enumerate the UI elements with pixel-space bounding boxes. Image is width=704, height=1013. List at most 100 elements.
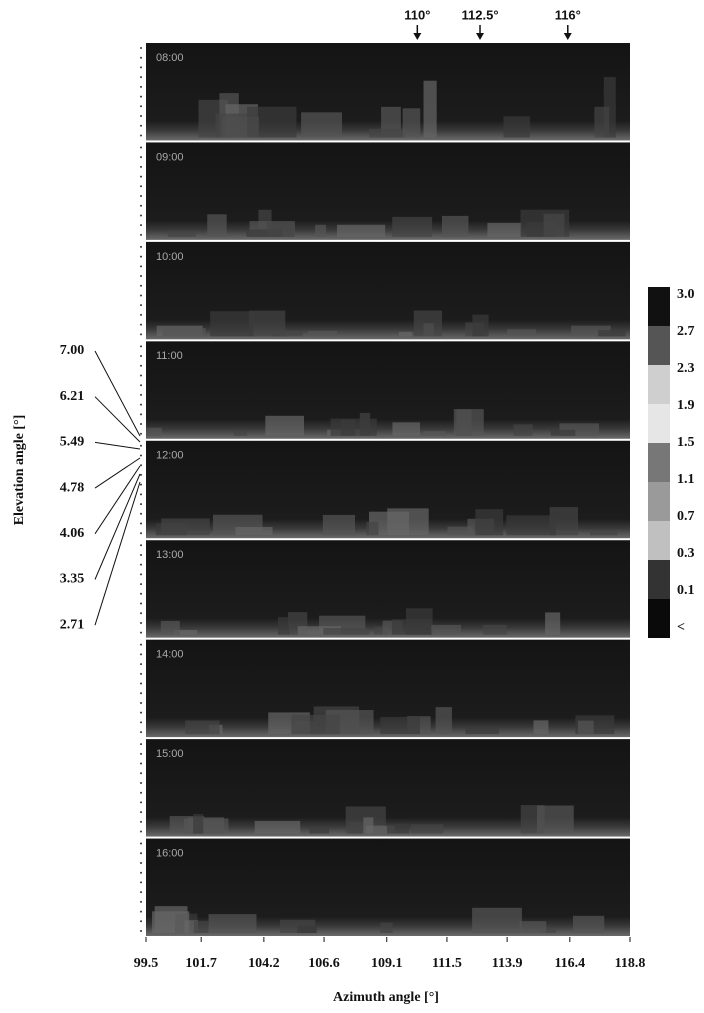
echo-patch xyxy=(453,409,484,436)
colorbar-block xyxy=(648,287,670,326)
colorbar-block xyxy=(648,560,670,599)
colorbar-label: 2.3 xyxy=(677,361,695,376)
echo-patch xyxy=(363,817,374,834)
left-tick xyxy=(140,762,142,765)
x-tick-label: 104.2 xyxy=(248,956,280,971)
echo-patch xyxy=(507,329,536,337)
left-tick xyxy=(140,602,142,605)
leader-line xyxy=(94,481,141,626)
y-axis-label: Elevation angle [°] xyxy=(12,415,27,526)
echo-patch xyxy=(435,707,452,735)
left-tick xyxy=(140,752,142,755)
echo-patch xyxy=(208,914,257,933)
marker-label: 110° xyxy=(404,7,430,22)
echo-patch xyxy=(215,113,248,138)
panel xyxy=(146,341,630,439)
left-tick xyxy=(140,861,142,864)
echo-patch xyxy=(207,214,227,237)
left-tick xyxy=(140,544,142,547)
echo-patch xyxy=(193,920,209,933)
echo-patch xyxy=(246,229,283,237)
elevation-label: 3.35 xyxy=(60,572,85,587)
echo-patch xyxy=(374,626,388,635)
echo-patch xyxy=(307,330,338,337)
echo-patch xyxy=(160,620,180,635)
echo-patch xyxy=(413,310,442,337)
panel-time: 12:00 xyxy=(156,450,184,462)
left-tick xyxy=(140,214,142,217)
left-tick xyxy=(140,743,142,746)
echo-patch xyxy=(247,106,297,138)
x-tick-label: 118.8 xyxy=(615,956,646,971)
left-tick xyxy=(140,233,142,236)
left-tick xyxy=(140,532,142,535)
echo-patch xyxy=(380,716,420,735)
left-tick xyxy=(140,313,142,316)
left-tick xyxy=(140,842,142,845)
leader-line xyxy=(94,350,141,437)
echo-patch xyxy=(366,521,379,536)
left-tick xyxy=(140,224,142,227)
left-tick xyxy=(140,393,142,396)
left-tick xyxy=(140,432,142,435)
echo-patch xyxy=(550,429,576,436)
elevation-label: 5.49 xyxy=(60,435,85,450)
left-tick xyxy=(140,444,142,447)
echo-patch xyxy=(483,624,507,635)
echo-patch xyxy=(233,430,248,436)
colorbar-block xyxy=(648,521,670,560)
left-tick xyxy=(140,881,142,884)
panel-time: 16:00 xyxy=(156,847,184,859)
colorbar-block xyxy=(648,443,670,482)
left-tick xyxy=(140,85,142,88)
marker-head xyxy=(563,33,572,40)
left-tick xyxy=(140,592,142,595)
left-tick xyxy=(140,522,142,525)
panel-time: 10:00 xyxy=(156,251,184,263)
left-tick xyxy=(140,165,142,168)
left-tick xyxy=(140,820,142,823)
colorbar-block xyxy=(648,482,670,521)
leader-line xyxy=(94,473,141,580)
echo-patch xyxy=(472,907,522,933)
left-tick xyxy=(140,185,142,188)
echo-patch xyxy=(300,925,316,933)
panel-time: 08:00 xyxy=(156,52,184,64)
left-tick xyxy=(140,134,142,137)
elevation-label: 4.78 xyxy=(60,480,85,495)
x-tick-label: 106.6 xyxy=(308,956,340,971)
colorbar-label: 1.5 xyxy=(677,435,695,450)
left-tick xyxy=(140,900,142,903)
echo-patch xyxy=(277,617,290,635)
echo-patch xyxy=(167,230,196,237)
colorbar-label: 3.0 xyxy=(677,287,695,302)
left-tick xyxy=(140,621,142,624)
colorbar-label: 2.7 xyxy=(677,324,695,339)
left-tick xyxy=(140,573,142,576)
left-tick xyxy=(140,47,142,49)
left-tick xyxy=(140,333,142,336)
echo-patch xyxy=(533,720,549,735)
left-tick xyxy=(140,811,142,814)
echo-patch xyxy=(545,612,561,635)
echo-patch xyxy=(431,624,461,635)
echo-patch xyxy=(336,224,386,237)
echo-patch xyxy=(297,626,341,635)
left-tick xyxy=(140,643,142,646)
echo-patch xyxy=(272,331,303,337)
marker-label: 116° xyxy=(555,7,581,22)
echo-patch xyxy=(162,328,206,337)
left-tick xyxy=(140,930,142,932)
echo-patch xyxy=(447,526,474,536)
left-tick xyxy=(140,852,142,855)
panel-time: 14:00 xyxy=(156,649,184,661)
left-tick xyxy=(140,631,142,634)
echo-patch xyxy=(330,418,377,436)
echo-patch xyxy=(571,325,611,337)
panel-time: 13:00 xyxy=(156,549,184,561)
left-tick xyxy=(140,384,142,387)
left-tick xyxy=(140,304,142,307)
left-tick xyxy=(140,512,142,515)
left-tick xyxy=(140,721,142,724)
